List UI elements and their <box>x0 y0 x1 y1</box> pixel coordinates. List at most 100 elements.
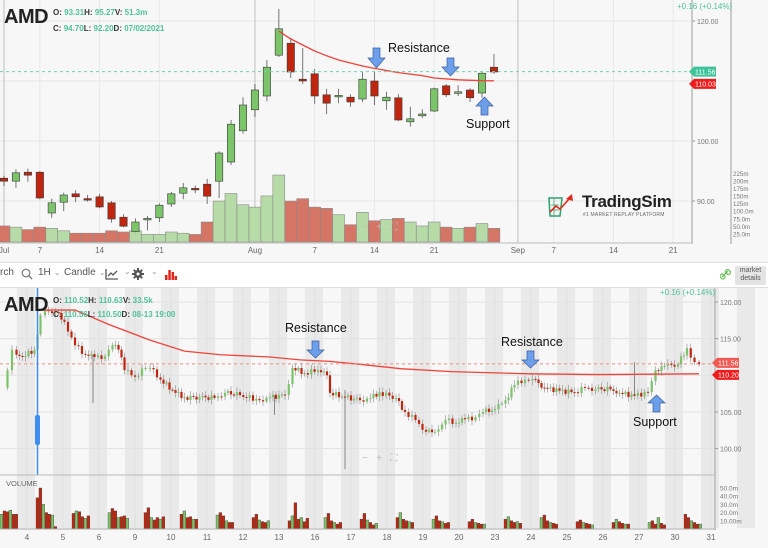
chevron-down-icon[interactable]: ⌄ <box>124 267 131 276</box>
candle <box>349 395 353 401</box>
top-ohlc-row1: O: 93.31H: 95.27V: 51.3m <box>53 8 147 17</box>
candle <box>657 370 660 372</box>
top-change: +0.16 (+0.14%) <box>677 2 733 11</box>
session-shading <box>377 288 395 528</box>
interval-select[interactable]: 1H ⌄ <box>38 267 61 278</box>
volume-bar <box>578 519 582 530</box>
volume-bar <box>542 514 546 530</box>
candle <box>117 344 120 350</box>
candle <box>223 392 227 397</box>
volume-bar <box>395 517 399 530</box>
volume-bar <box>254 514 258 530</box>
volume-bar <box>194 518 198 530</box>
y-tick-label: 90.00 <box>697 199 715 206</box>
candle <box>63 319 66 322</box>
x-tick-label: 14 <box>609 246 618 255</box>
candle <box>331 392 335 396</box>
bottom-change: +0.16 (+0.14%) <box>660 288 716 297</box>
candle <box>83 198 92 201</box>
search-icon[interactable] <box>21 268 33 280</box>
candle <box>437 429 440 432</box>
candle <box>54 312 57 314</box>
open-value: 93.31 <box>64 8 85 17</box>
annotation-support: Support <box>466 117 510 131</box>
volume-bar <box>69 232 82 243</box>
candle <box>191 188 200 191</box>
candle <box>365 398 369 402</box>
candle <box>673 364 676 367</box>
candle <box>424 429 428 432</box>
candle <box>527 379 530 381</box>
candle <box>43 310 47 316</box>
y-tick-label: 115.00 <box>720 337 741 344</box>
candle <box>558 388 561 391</box>
market-details-button[interactable]: market details <box>735 266 766 285</box>
candle <box>685 348 689 356</box>
bar-chart-icon[interactable] <box>165 268 177 280</box>
chart-type-select[interactable]: Candle ⌄ <box>64 267 105 278</box>
volume-bar <box>290 515 294 530</box>
fit-button[interactable]: ⛶ <box>390 453 398 464</box>
candle <box>597 387 600 390</box>
volume-bar <box>122 515 126 530</box>
low-label: L: <box>87 310 96 319</box>
candle <box>59 194 68 203</box>
volume-bar <box>440 521 444 530</box>
fit-button[interactable]: ⛶ <box>390 222 398 233</box>
volume-bar <box>437 520 441 530</box>
volume-tick-label: 50.0m <box>733 224 750 231</box>
x-tick-label: 23 <box>491 533 500 542</box>
session-shading <box>125 288 143 528</box>
x-tick-label: 20 <box>455 533 464 542</box>
candle <box>516 380 520 385</box>
volume-bar <box>224 520 228 530</box>
candle <box>198 397 201 400</box>
chevron-down-icon[interactable]: ⌄ <box>151 267 158 276</box>
zoom-out-button[interactable]: − <box>362 453 368 464</box>
volume-bar <box>5 511 9 530</box>
candle <box>689 348 692 358</box>
volume-bar <box>623 523 627 530</box>
volume-bar <box>407 521 411 530</box>
volume-bar <box>116 517 120 530</box>
candle <box>57 312 60 314</box>
candle <box>352 398 356 401</box>
session-shading <box>413 288 431 528</box>
volume-bar <box>368 522 372 530</box>
candle <box>229 391 233 395</box>
zoom-in-button[interactable]: + <box>376 222 383 233</box>
gear-icon[interactable] <box>132 268 144 280</box>
candle <box>103 356 107 360</box>
volume-bar <box>686 517 690 530</box>
line-chart-icon[interactable] <box>105 268 119 280</box>
volume-bar <box>662 524 666 530</box>
zoom-out-button[interactable]: − <box>362 222 368 233</box>
candle <box>487 408 491 413</box>
link-icon[interactable] <box>720 269 731 280</box>
candle <box>251 395 255 401</box>
moving-average-line <box>37 309 700 376</box>
candle <box>248 395 251 398</box>
volume-bar <box>427 221 441 243</box>
candle <box>15 349 18 355</box>
candle <box>93 354 96 357</box>
volume-bar <box>653 523 657 530</box>
x-tick-label: 14 <box>370 246 379 255</box>
volume-bar <box>647 522 651 530</box>
candle <box>490 410 494 413</box>
candle <box>340 396 344 398</box>
candle <box>47 202 56 214</box>
candle <box>179 187 188 194</box>
candle <box>621 392 624 395</box>
candle <box>612 389 615 391</box>
x-tick-label: 4 <box>25 533 30 542</box>
search-input[interactable]: rch <box>0 267 14 278</box>
candle <box>262 66 271 97</box>
candle <box>385 392 388 396</box>
arrow-icon <box>367 47 386 69</box>
zoom-in-button[interactable]: + <box>376 453 383 464</box>
x-tick-label: 21 <box>669 246 678 255</box>
candle <box>546 387 549 389</box>
candle <box>140 368 144 376</box>
